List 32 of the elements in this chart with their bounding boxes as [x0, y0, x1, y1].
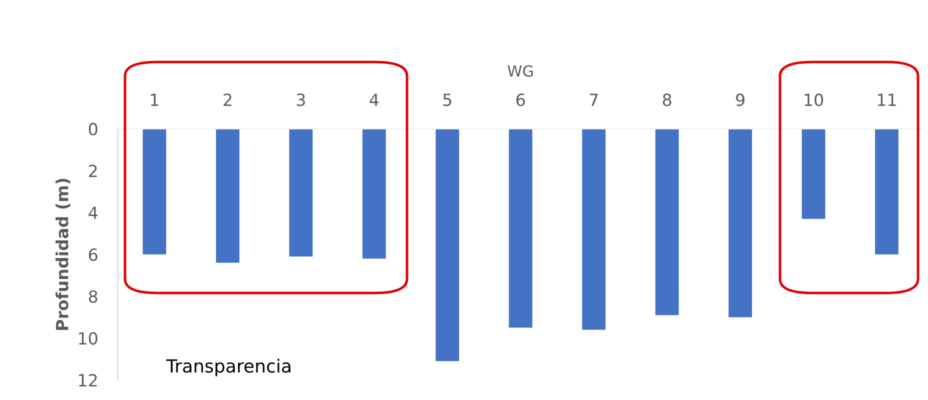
y-tick-label: 8 [88, 290, 98, 303]
annotation: Transparencia [166, 358, 290, 376]
x-tick-label: 11 [878, 94, 896, 106]
bar [582, 128, 606, 330]
x-tick-label: 6 [516, 94, 525, 106]
y-tick-label: 0 [88, 122, 98, 136]
x-tick-label: 10 [804, 94, 824, 106]
bar [508, 128, 532, 328]
bar [216, 128, 240, 263]
bar [436, 128, 460, 362]
x-axis-title: WG [508, 65, 533, 77]
y-tick-label: 12 [79, 374, 97, 386]
y-tick-label: 2 [89, 164, 97, 177]
x-tick-label: 4 [370, 94, 379, 106]
bar [289, 128, 313, 256]
bar [728, 128, 752, 318]
x-tick-label: 7 [590, 94, 598, 106]
x-tick-label: 1 [151, 94, 158, 106]
y-tick-label: 6 [88, 248, 98, 261]
y-axis-title: Profundidad (m) [56, 178, 70, 330]
y-tick-label: 10 [79, 332, 98, 345]
x-tick-label: 5 [443, 94, 452, 106]
x-tick-label: 8 [662, 94, 672, 106]
x-tick-label: 9 [736, 94, 744, 106]
bar [875, 128, 898, 254]
bar [655, 128, 679, 316]
x-tick-label: 3 [296, 94, 305, 106]
bar [142, 128, 166, 254]
y-tick-label: 4 [88, 206, 98, 219]
bar [802, 128, 826, 219]
x-tick-label: 2 [224, 94, 232, 106]
bar [362, 128, 386, 259]
